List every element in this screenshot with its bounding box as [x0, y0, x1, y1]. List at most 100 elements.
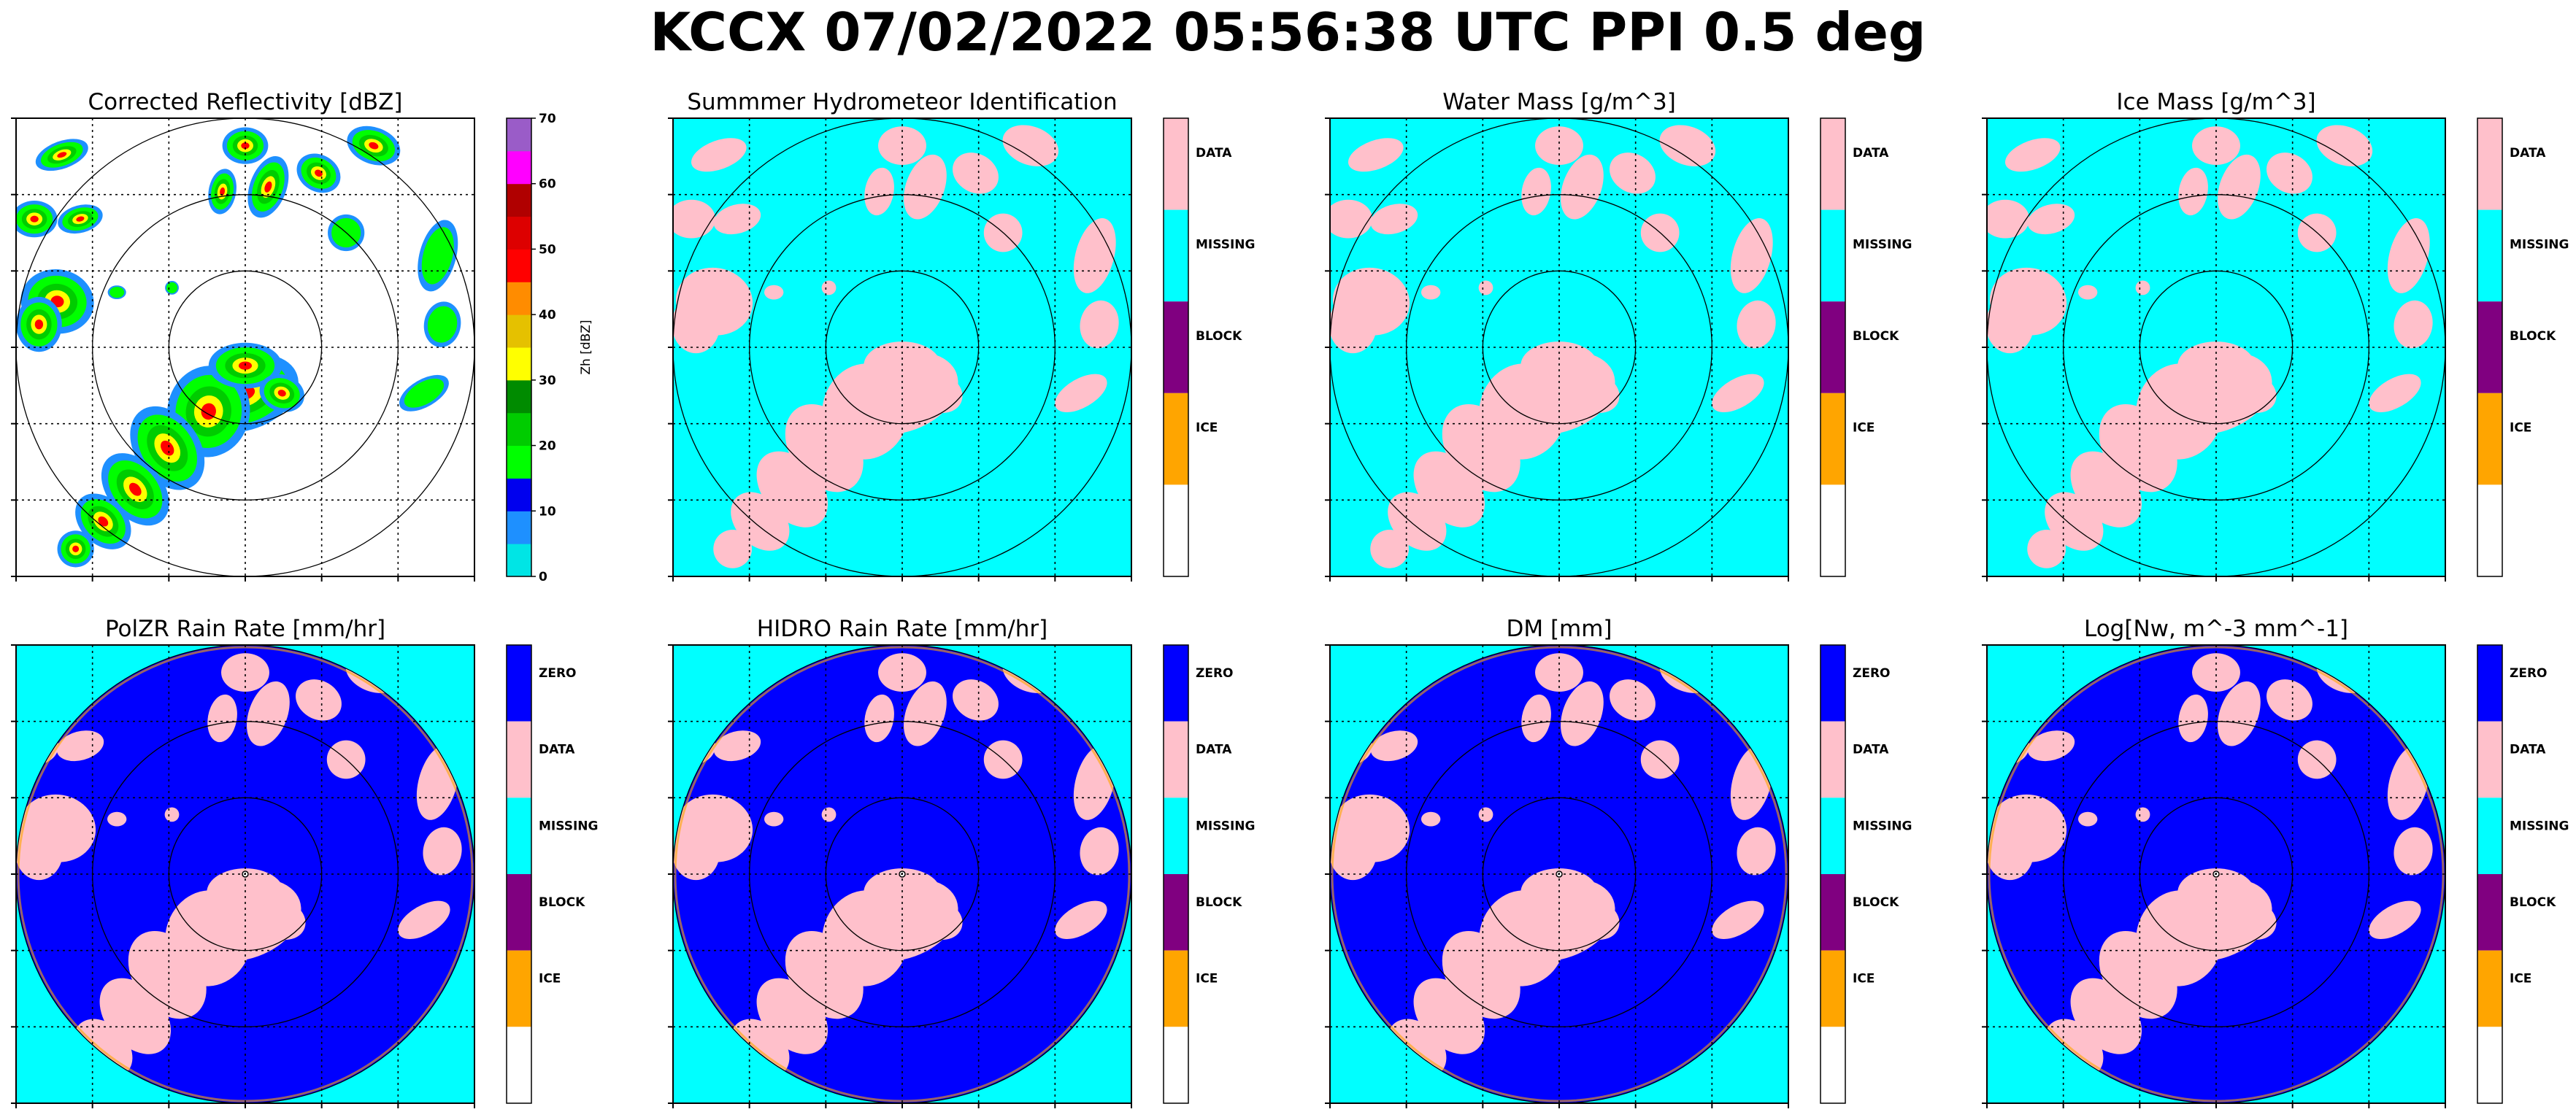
- data-region: [258, 900, 306, 941]
- colorbar-swatch: [2477, 721, 2502, 798]
- data-region: [1610, 152, 1656, 194]
- data-region: [2178, 167, 2208, 216]
- colorbar-swatch: [1164, 721, 1188, 798]
- data-region: [821, 280, 837, 296]
- colorbar-category-label: ICE: [2510, 421, 2531, 436]
- data-region: [1055, 374, 1107, 412]
- colorbar-category-label: BLOCK: [1853, 895, 1899, 910]
- data-region: [2387, 217, 2430, 293]
- colorbar-category-label: BLOCK: [2510, 895, 2556, 910]
- data-region: [673, 296, 720, 354]
- range-ring: [825, 797, 980, 951]
- data-region: [2077, 285, 2098, 300]
- colorbar-swatch: [1820, 950, 1845, 1027]
- data-region: [1073, 217, 1116, 293]
- data-region: [1348, 138, 1404, 172]
- data-region: [1080, 300, 1119, 349]
- data-region: [2077, 811, 2098, 827]
- data-region: [1987, 296, 2034, 354]
- data-region: [1572, 900, 1620, 941]
- colorbar-swatch: [507, 282, 531, 315]
- data-region: [1420, 811, 1441, 827]
- colorbar-swatch: [1164, 1027, 1188, 1103]
- data-region: [1572, 373, 1620, 414]
- data-region: [2316, 125, 2373, 166]
- data-region: [713, 529, 753, 568]
- echo-cell: [315, 169, 323, 177]
- data-region: [1520, 868, 1598, 917]
- colorbar-category-label: DATA: [1853, 146, 1889, 161]
- range-ring: [1482, 270, 1637, 425]
- data-region: [164, 807, 180, 822]
- colorbar: ZERO DATA MISSING BLOCK ICE: [1163, 644, 1255, 1104]
- colorbar-swatch: [1164, 118, 1188, 210]
- data-region: [2229, 900, 2277, 941]
- panel-title: Ice Mass [g/m^3]: [2116, 89, 2315, 115]
- colorbar-swatch: [507, 183, 531, 217]
- range-ring: [2139, 270, 2294, 425]
- data-region: [2369, 900, 2421, 939]
- data-region: [221, 653, 269, 692]
- radar-panel-3: Water Mass [g/m^3] DATA MISSING BLOCK ICE: [1325, 89, 1912, 582]
- colorbar-category-label: DATA: [2510, 743, 2546, 757]
- colorbar-swatch: [507, 150, 531, 185]
- colorbar-category-label: BLOCK: [1196, 329, 1242, 344]
- range-ring: [1406, 194, 1712, 501]
- colorbar-swatch: [2477, 393, 2502, 485]
- panel-title: PolZR Rain Rate [mm/hr]: [105, 616, 385, 642]
- data-region: [713, 730, 761, 762]
- colorbar-swatch: [1820, 874, 1845, 951]
- data-region: [1730, 217, 1773, 293]
- range-ring: [749, 721, 1056, 1027]
- colorbar-category-label: DATA: [1853, 743, 1889, 757]
- data-region: [1330, 822, 1377, 881]
- data-region: [16, 822, 64, 881]
- colorbar-swatch: [2477, 797, 2502, 874]
- colorbar-category-label: ICE: [1196, 421, 1218, 436]
- panel-title: DM [mm]: [1506, 616, 1612, 642]
- colorbar-swatch: [507, 645, 531, 722]
- colorbar-swatch: [507, 445, 531, 479]
- data-region: [2027, 204, 2075, 235]
- colorbar-swatch: [1164, 301, 1188, 393]
- data-region: [915, 900, 963, 941]
- colorbar-swatch: [1164, 874, 1188, 951]
- colorbar-frame: [1163, 117, 1189, 577]
- colorbar: 0 10 20 30 40 50 60 70 Zh [dBZ]: [506, 112, 593, 584]
- data-region: [1080, 827, 1119, 876]
- colorbar-swatch: [1820, 209, 1845, 302]
- colorbar-swatch: [1164, 209, 1188, 302]
- colorbar-category-label: ICE: [1196, 972, 1218, 986]
- colorbar-swatch: [507, 478, 531, 511]
- colorbar-swatch: [507, 1027, 531, 1103]
- data-region: [1370, 529, 1410, 568]
- colorbar-category-label: ZERO: [1853, 666, 1890, 681]
- colorbar-frame: [2477, 117, 2503, 577]
- data-region: [1330, 296, 1377, 354]
- radar-panel-1: Corrected Reflectivity [dBZ] 0 10 20 30 40 50 6…: [11, 89, 593, 584]
- panel-title: Corrected Reflectivity [dBZ]: [88, 89, 402, 115]
- colorbar-category-label: ZERO: [1196, 666, 1233, 681]
- data-region: [1561, 681, 1604, 746]
- range-ring: [2063, 721, 2369, 1027]
- colorbar-category-label: DATA: [539, 743, 575, 757]
- colorbar-swatch: [1820, 393, 1845, 485]
- colorbar-tick-label: 60: [539, 177, 556, 192]
- data-region: [2027, 529, 2066, 568]
- range-ring: [2063, 194, 2369, 501]
- colorbar: ZERO DATA MISSING BLOCK ICE: [2477, 644, 2569, 1104]
- colorbar-tick-label: 10: [539, 504, 556, 519]
- colorbar-swatch: [1164, 797, 1188, 874]
- colorbar-swatch: [1820, 484, 1845, 576]
- data-region: [878, 126, 926, 166]
- data-region: [1610, 679, 1656, 721]
- colorbar-tick-label: 30: [539, 374, 556, 388]
- data-region: [864, 694, 894, 743]
- colorbar-swatch: [507, 797, 531, 874]
- panel-title: HIDRO Rain Rate [mm/hr]: [757, 616, 1047, 642]
- radar-panel-5: PolZR Rain Rate [mm/hr] ZERO DATA MISSING BL…: [11, 616, 598, 1108]
- data-region: [864, 167, 894, 216]
- data-region: [1520, 341, 1598, 390]
- data-region: [1712, 374, 1764, 412]
